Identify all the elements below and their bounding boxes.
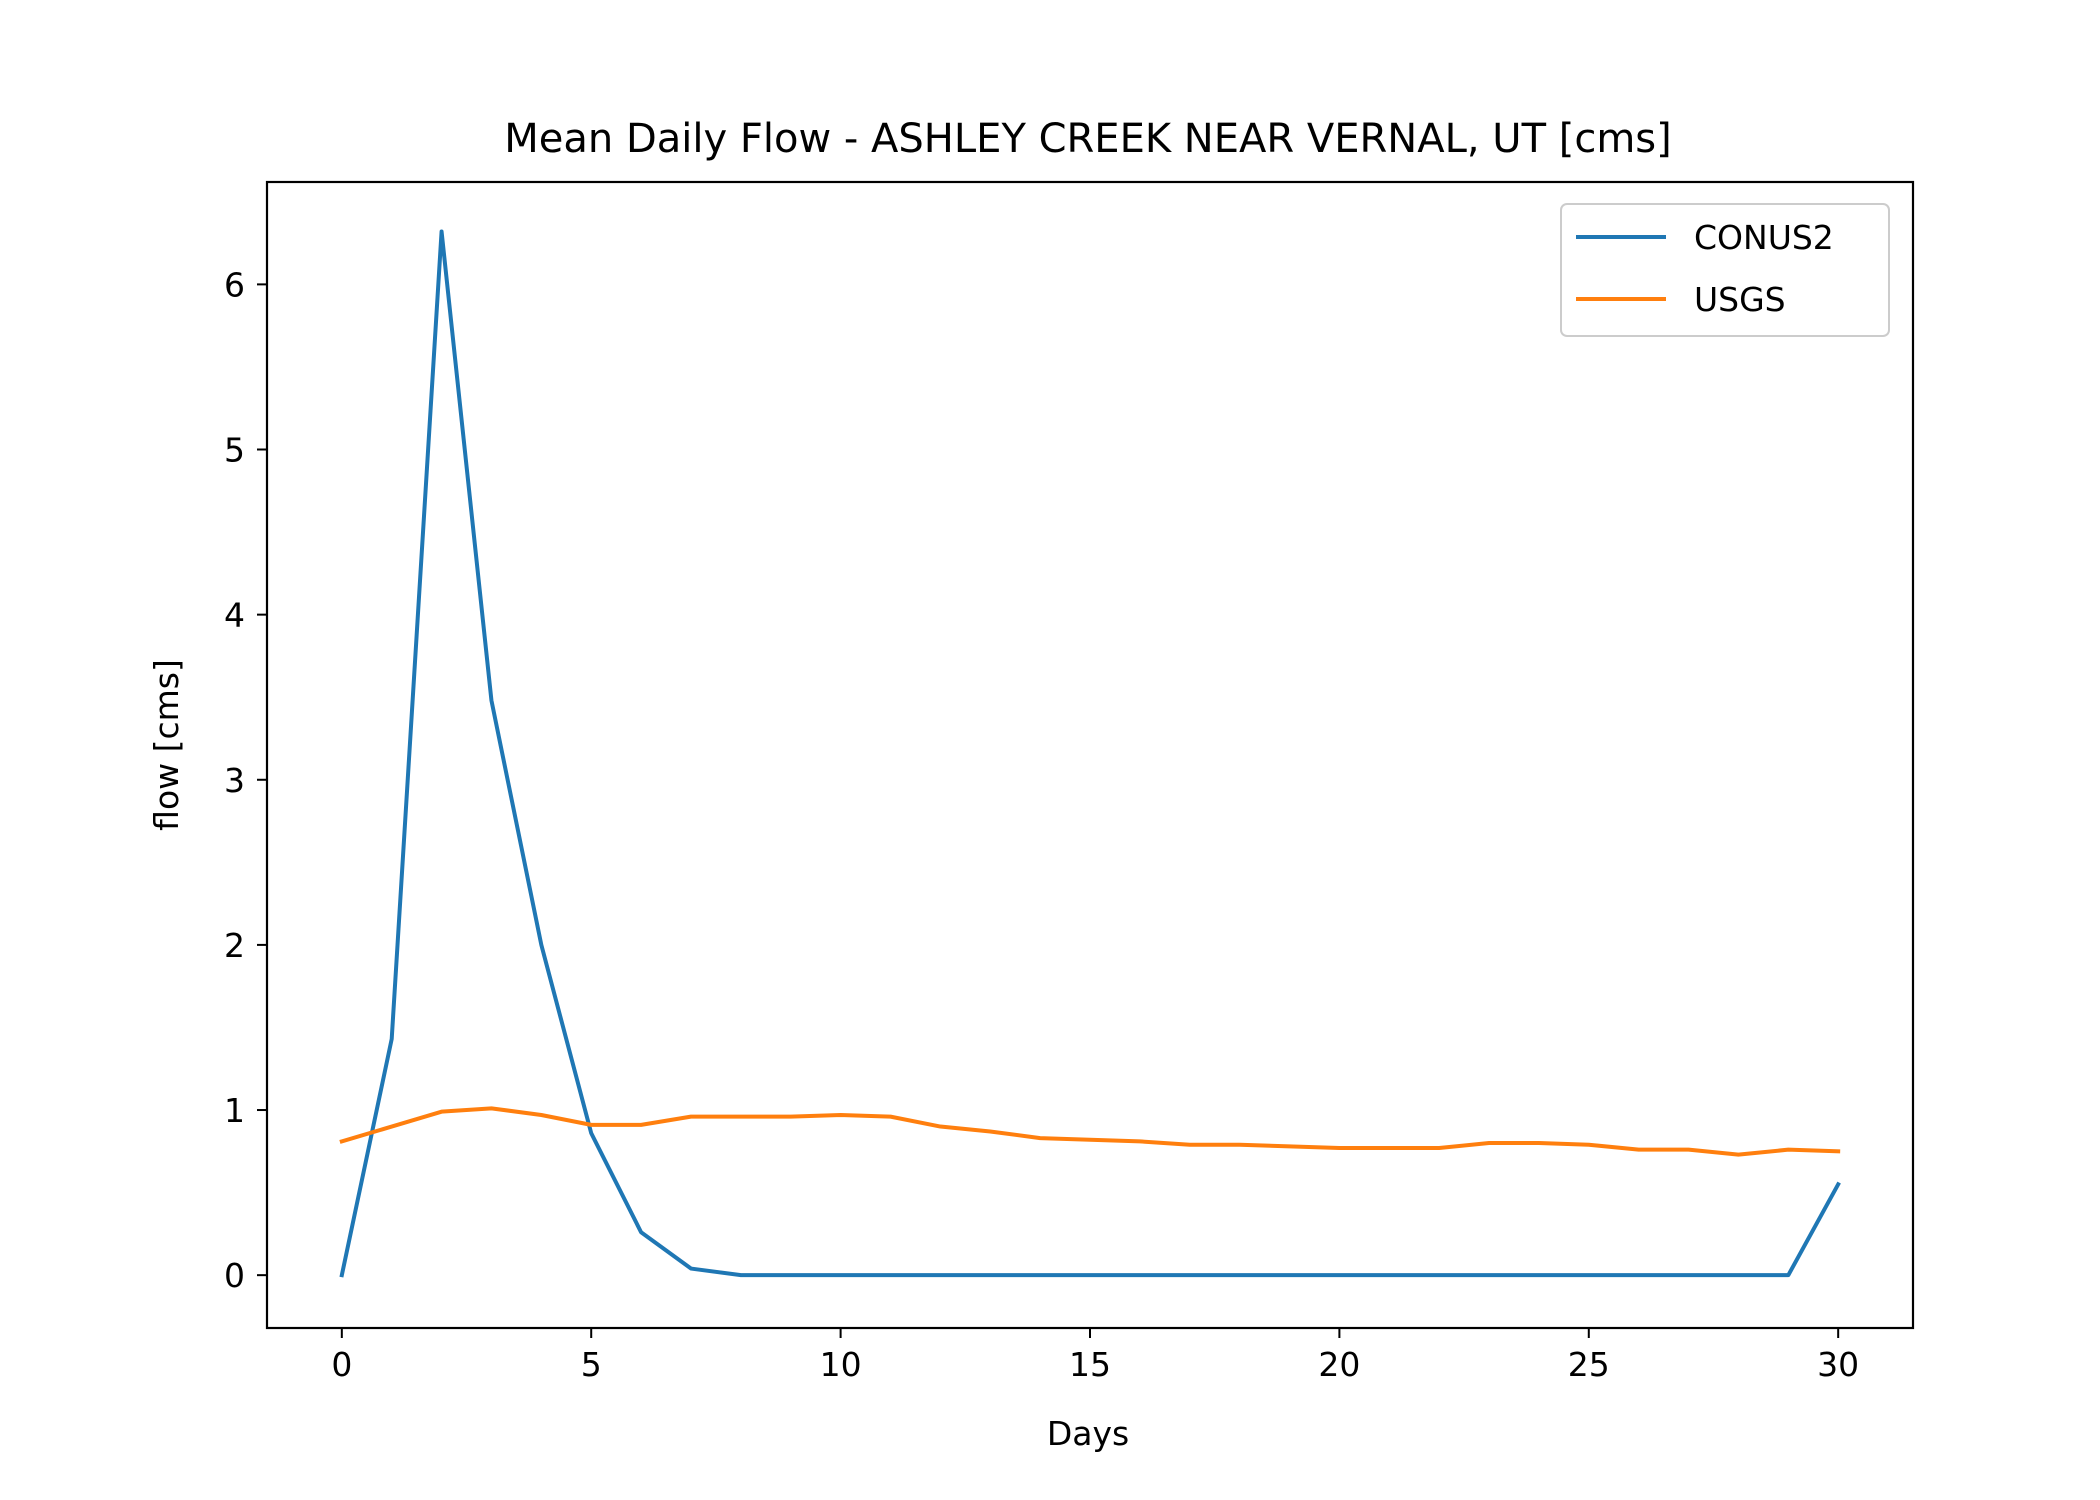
x-tick-label: 30 — [1817, 1345, 1859, 1384]
x-tick-label: 25 — [1568, 1345, 1610, 1384]
y-tick-label: 4 — [224, 596, 245, 635]
legend-label-usgs: USGS — [1694, 280, 1786, 319]
y-tick-label: 0 — [224, 1256, 245, 1295]
y-tick-label: 6 — [224, 265, 245, 304]
plot-area: 0 5 10 15 20 25 30 0 1 2 3 4 5 6 — [224, 180, 1915, 1384]
series-line-conus2 — [339, 229, 1841, 1278]
x-tick-label: 5 — [581, 1345, 602, 1384]
y-axis-label: flow [cms] — [147, 659, 186, 831]
y-tick-label: 3 — [224, 761, 245, 800]
x-tick-label: 15 — [1069, 1345, 1111, 1384]
legend: CONUS2 USGS — [1560, 203, 1890, 337]
x-axis-label: Days — [1047, 1414, 1129, 1453]
x-tick-label: 10 — [820, 1345, 862, 1384]
y-tick-label: 1 — [224, 1091, 245, 1130]
legend-label-conus2: CONUS2 — [1694, 218, 1834, 257]
series-line-usgs — [339, 1106, 1841, 1157]
x-tick-label: 0 — [331, 1345, 352, 1384]
chart-title: Mean Daily Flow - ASHLEY CREEK NEAR VERN… — [504, 116, 1671, 162]
x-tick-label: 20 — [1318, 1345, 1360, 1384]
y-tick-label: 5 — [224, 431, 245, 470]
y-tick-label: 2 — [224, 926, 245, 965]
